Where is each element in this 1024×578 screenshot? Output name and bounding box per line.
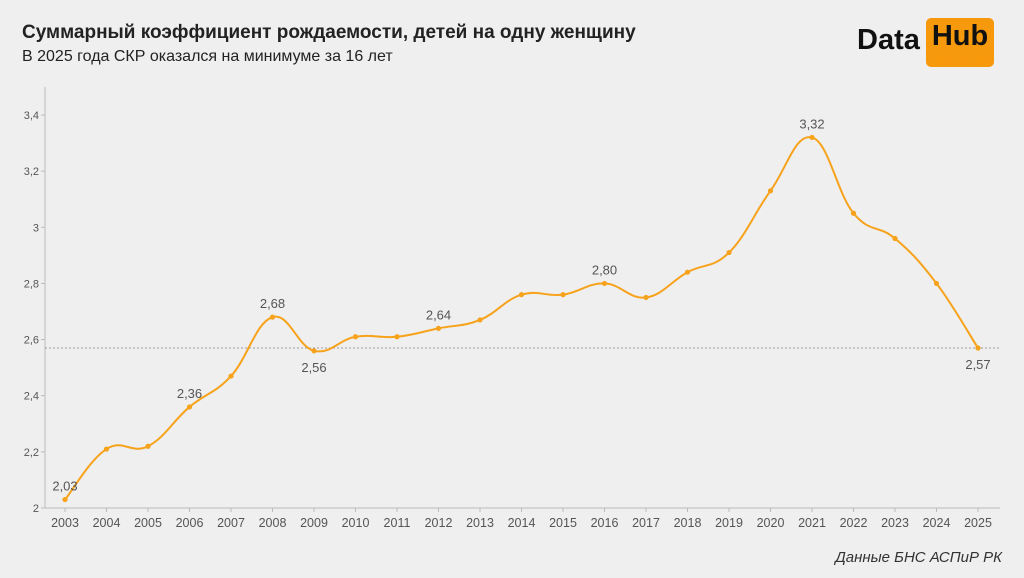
x-tick-label: 2023 xyxy=(881,516,909,530)
x-tick-label: 2013 xyxy=(466,516,494,530)
logo-hub: Hub xyxy=(931,20,989,52)
chart-title: Суммарный коэффициент рождаемости, детей… xyxy=(22,22,636,43)
data-point xyxy=(975,345,981,351)
x-tick-label: 2003 xyxy=(51,516,79,530)
x-tick-label: 2018 xyxy=(674,516,702,530)
data-point xyxy=(892,235,898,242)
datahub-logo: Data Hub Powered by FCBK xyxy=(857,18,995,67)
y-tick-label: 2,6 xyxy=(24,335,39,347)
chart-subtitle: В 2025 года СКР оказался на минимуме за … xyxy=(22,48,393,65)
data-point xyxy=(684,269,691,275)
data-label: 3,32 xyxy=(799,116,824,131)
x-tick-label: 2022 xyxy=(840,516,868,530)
x-tick-label: 2019 xyxy=(715,516,743,530)
data-point xyxy=(518,292,525,298)
logo-text-data: Data xyxy=(857,24,920,56)
data-point xyxy=(145,443,151,449)
data-point xyxy=(311,348,317,354)
x-tick-label: 2017 xyxy=(632,516,660,530)
x-tick-label: 2012 xyxy=(425,516,453,530)
data-point xyxy=(933,280,940,287)
data-point xyxy=(103,446,110,452)
x-tick-label: 2020 xyxy=(757,516,785,530)
x-tick-label: 2010 xyxy=(342,516,370,530)
data-point xyxy=(601,280,608,287)
x-tick-label: 2021 xyxy=(798,516,826,530)
x-tick-label: 2004 xyxy=(93,516,121,530)
y-tick-label: 2,2 xyxy=(24,447,39,459)
x-tick-label: 2015 xyxy=(549,516,577,530)
data-point xyxy=(643,294,649,301)
data-point xyxy=(394,334,400,340)
x-tick-label: 2005 xyxy=(134,516,162,530)
y-tick-label: 3,2 xyxy=(24,166,39,178)
x-tick-label: 2009 xyxy=(300,516,328,530)
x-tick-label: 2011 xyxy=(384,516,411,530)
x-tick-label: 2025 xyxy=(964,516,992,530)
data-point xyxy=(269,314,276,320)
data-point xyxy=(435,325,442,331)
data-point xyxy=(767,188,774,194)
data-label: 2,03 xyxy=(52,479,77,494)
data-point xyxy=(228,373,234,379)
x-tick-label: 2014 xyxy=(508,516,536,530)
series-line xyxy=(64,136,979,501)
logo-powered: Powered by FCBK xyxy=(929,58,991,65)
source-note: Данные БНС АСПиР РК xyxy=(835,549,1002,566)
y-tick-label: 2,4 xyxy=(24,391,39,403)
data-point xyxy=(62,496,68,503)
x-tick-label: 2016 xyxy=(591,516,619,530)
y-tick-label: 2,8 xyxy=(24,278,39,290)
data-label: 2,57 xyxy=(965,357,990,372)
x-tick-label: 2006 xyxy=(176,516,204,530)
data-label: 2,36 xyxy=(177,386,202,401)
data-point xyxy=(477,317,483,323)
data-point xyxy=(726,249,732,256)
data-label: 2,64 xyxy=(426,307,451,322)
x-tick-label: 2008 xyxy=(259,516,287,530)
y-tick-label: 3 xyxy=(33,222,39,234)
x-tick-label: 2024 xyxy=(923,516,951,530)
data-point xyxy=(352,334,359,340)
data-label: 2,56 xyxy=(301,360,326,375)
data-point xyxy=(850,210,857,216)
data-point xyxy=(186,404,193,410)
data-point xyxy=(560,292,566,298)
logo-text-hub: Hub Powered by FCBK xyxy=(925,18,995,67)
y-tick-label: 2 xyxy=(33,503,39,515)
data-label: 2,68 xyxy=(260,296,285,311)
data-point xyxy=(809,134,815,141)
y-tick-label: 3,4 xyxy=(24,110,39,122)
data-label: 2,80 xyxy=(592,262,617,277)
x-tick-label: 2007 xyxy=(217,516,245,530)
